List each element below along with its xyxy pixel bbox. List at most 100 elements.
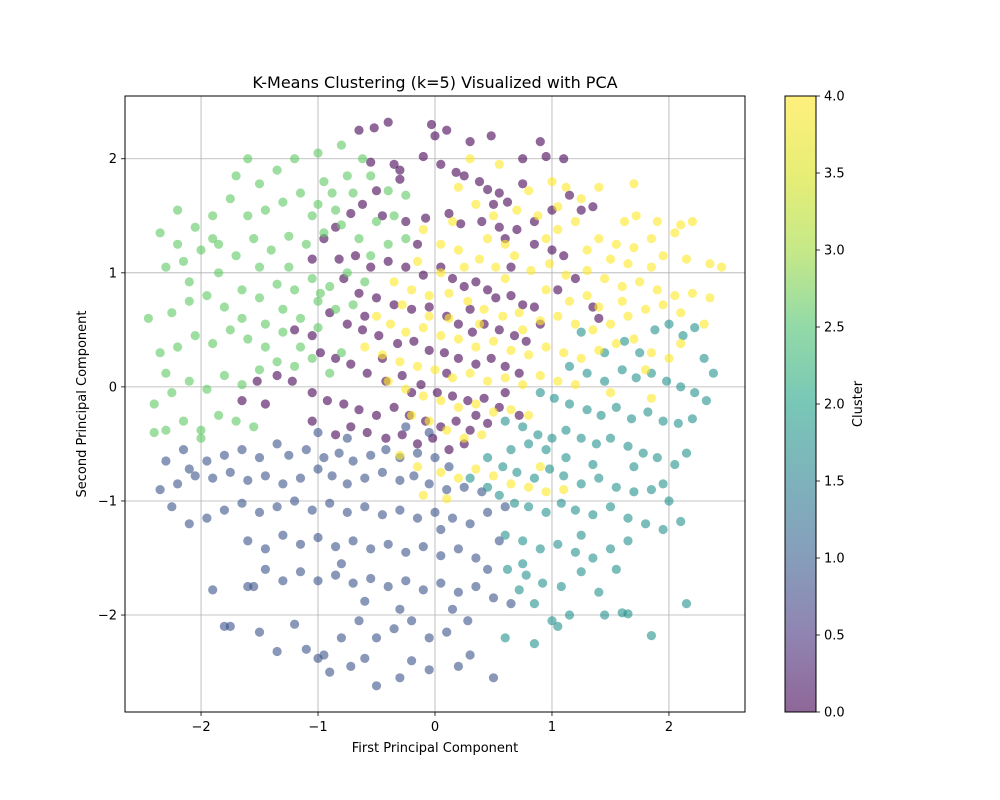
scatter-points	[143, 117, 727, 691]
cluster-4-point	[561, 270, 571, 280]
cluster-0-point	[447, 273, 458, 284]
cluster-0-point	[491, 293, 501, 303]
cluster-4-point	[412, 462, 423, 472]
cluster-1-point	[219, 505, 229, 515]
cluster-1-point	[465, 519, 475, 529]
cluster-0-point	[421, 213, 431, 223]
cluster-2-point	[650, 325, 660, 335]
colorbar-tick-label: 2.0	[824, 398, 845, 413]
cluster-0-point	[465, 304, 475, 314]
cluster-4-point	[412, 361, 423, 371]
cluster-2-point	[664, 496, 674, 506]
cluster-2-point	[600, 610, 610, 620]
cluster-0-point	[397, 430, 407, 440]
cluster-0-point	[451, 167, 461, 177]
cluster-4-point	[509, 251, 520, 261]
cluster-3-point	[225, 325, 235, 335]
cluster-0-point	[444, 208, 454, 219]
cluster-1-point	[249, 581, 259, 592]
cluster-2-point	[678, 331, 688, 341]
cluster-0-point	[331, 353, 341, 363]
cluster-4-point	[524, 410, 534, 420]
cluster-4-point	[453, 402, 463, 412]
cluster-3-point	[401, 190, 411, 200]
cluster-4-point	[594, 234, 604, 244]
cluster-4-point	[383, 376, 393, 386]
cluster-1-point	[395, 604, 405, 614]
cluster-1-point	[272, 439, 282, 449]
cluster-4-point	[500, 273, 510, 284]
cluster-2-point	[547, 433, 557, 443]
cluster-4-point	[459, 433, 469, 443]
cluster-0-point	[350, 251, 361, 261]
cluster-0-point	[594, 313, 604, 323]
cluster-4-point	[453, 473, 463, 483]
cluster-4-point	[553, 311, 563, 321]
cluster-4-point	[553, 202, 563, 212]
cluster-1-point	[436, 551, 446, 561]
cluster-0-point	[371, 293, 382, 303]
cluster-3-point	[307, 273, 317, 284]
cluster-3-point	[272, 279, 282, 289]
cluster-4-point	[611, 338, 621, 349]
cluster-4-point	[652, 285, 662, 295]
cluster-4-point	[447, 216, 458, 227]
cluster-4-point	[641, 304, 651, 314]
cluster-2-point	[576, 479, 586, 489]
colorbar-tick-label: 2.5	[824, 321, 845, 336]
cluster-3-point	[313, 148, 323, 158]
cluster-4-point	[533, 211, 543, 221]
cluster-0-point	[252, 376, 262, 386]
cluster-0-point	[360, 311, 370, 321]
colorbar-label: Cluster	[851, 380, 866, 427]
cluster-0-point	[237, 396, 247, 406]
cluster-2-point	[500, 633, 510, 643]
cluster-1-point	[260, 544, 270, 554]
cluster-1-point	[348, 536, 358, 546]
cluster-3-point	[208, 234, 218, 244]
cluster-2-point	[556, 581, 566, 592]
x-tick-label: 2	[665, 720, 673, 735]
cluster-4-point	[436, 331, 446, 341]
cluster-1-point	[444, 462, 454, 472]
cluster-3-point	[389, 211, 399, 221]
cluster-3-point	[307, 353, 317, 363]
cluster-0-point	[436, 159, 446, 169]
cluster-1-point	[190, 471, 200, 481]
cluster-0-point	[395, 165, 405, 175]
cluster-3-point	[313, 296, 323, 306]
cluster-0-point	[362, 427, 372, 438]
cluster-3-point	[155, 348, 165, 358]
cluster-0-point	[483, 418, 493, 428]
cluster-0-point	[486, 353, 496, 363]
cluster-3-point	[284, 231, 294, 241]
cluster-1-point	[295, 567, 306, 577]
cluster-0-point	[412, 239, 423, 249]
cluster-1-point	[272, 646, 282, 657]
cluster-3-point	[161, 425, 171, 435]
cluster-0-point	[483, 285, 493, 295]
cluster-2-point	[483, 453, 493, 463]
cluster-4-point	[444, 288, 454, 298]
cluster-2-point	[664, 319, 674, 329]
cluster-0-point	[494, 222, 504, 232]
cluster-1-point	[360, 596, 370, 606]
cluster-1-point	[377, 467, 387, 477]
cluster-2-point	[500, 416, 510, 426]
cluster-1-point	[424, 665, 434, 675]
cluster-4-point	[442, 494, 452, 504]
cluster-3-point	[196, 425, 206, 435]
cluster-0-point	[401, 216, 411, 227]
cluster-0-point	[521, 336, 531, 346]
cluster-2-point	[576, 567, 586, 577]
cluster-1-point	[412, 448, 423, 458]
cluster-1-point	[327, 471, 337, 481]
cluster-1-point	[453, 661, 463, 672]
cluster-0-point	[442, 125, 452, 135]
cluster-2-point	[626, 414, 637, 424]
cluster-4-point	[646, 262, 657, 272]
cluster-2-point	[658, 524, 668, 535]
cluster-4-point	[371, 311, 382, 321]
cluster-1-point	[395, 505, 405, 515]
cluster-0-point	[424, 302, 434, 312]
